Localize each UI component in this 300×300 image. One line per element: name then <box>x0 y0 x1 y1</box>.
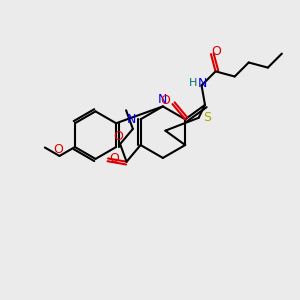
Text: O: O <box>160 94 170 106</box>
Text: O: O <box>53 142 63 155</box>
Text: N: N <box>158 93 168 106</box>
Text: O: O <box>211 45 221 58</box>
Text: N: N <box>127 113 136 126</box>
Text: H: H <box>188 78 197 88</box>
Text: O: O <box>109 152 119 165</box>
Text: S: S <box>204 111 212 124</box>
Text: N: N <box>198 77 207 90</box>
Text: O: O <box>113 130 123 142</box>
